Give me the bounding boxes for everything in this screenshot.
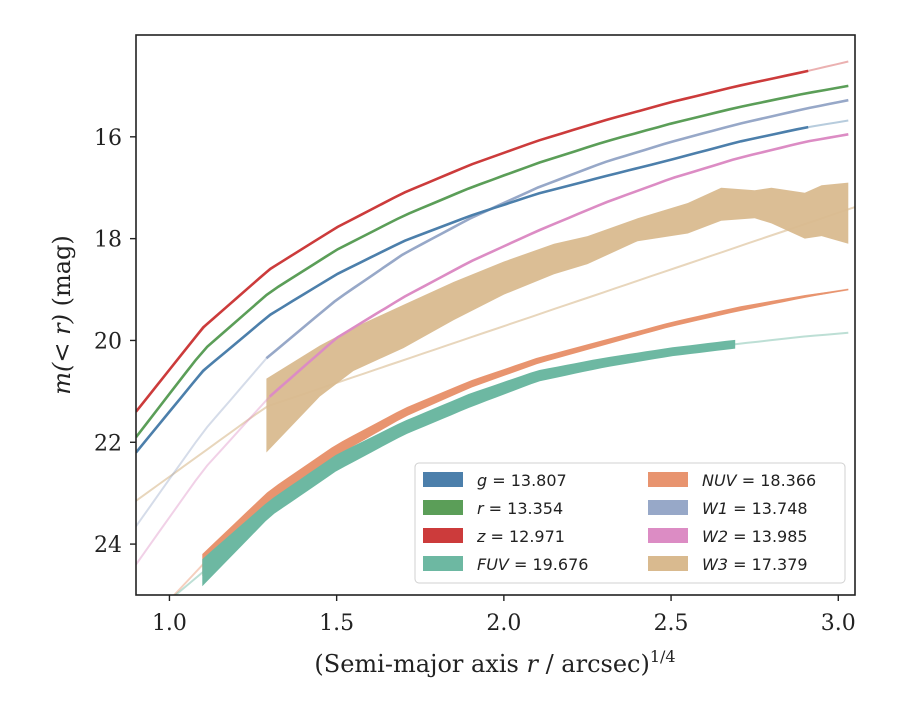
y-tick-label: 24 [94, 533, 122, 558]
series-w3-extrapolation [136, 206, 855, 502]
series-nuv [172, 288, 849, 595]
series-z-line [136, 69, 809, 413]
legend-swatch [648, 528, 688, 543]
legend-swatch [423, 528, 463, 543]
legend-box [414, 462, 846, 584]
legend-label: NUV = 18.366 [702, 471, 816, 490]
x-tick-label: 2.0 [486, 611, 521, 636]
legend-label: W2 = 13.985 [702, 527, 808, 546]
y-tick-label: 22 [94, 431, 122, 456]
legend-swatch [648, 500, 688, 515]
legend-swatch [423, 500, 463, 515]
series-w1-line [265, 98, 849, 360]
series-g-line [136, 125, 809, 454]
series-w3 [136, 182, 855, 502]
legend-swatch [648, 556, 688, 571]
plot-frame [135, 34, 856, 596]
series-w1-extrapolation [136, 99, 849, 527]
legend-swatch [423, 556, 463, 571]
legend-label: r = 13.354 [477, 499, 563, 518]
series-w1 [136, 98, 849, 527]
series-z [136, 60, 849, 413]
series-r-line [136, 84, 849, 438]
legend: g = 13.807 r = 13.354 z = 12.971 FUV = 19.6… [414, 462, 846, 584]
x-axis-title: (Semi-major axis r / arcsec)1/4 [314, 647, 675, 678]
series-z-extrapolation [136, 60, 849, 413]
x-tick-label: 3.0 [821, 611, 856, 636]
x-tick-label: 2.5 [654, 611, 689, 636]
chart-marks [136, 60, 855, 595]
legend-label: W1 = 13.748 [702, 499, 808, 518]
x-tick-label: 1.5 [319, 611, 354, 636]
y-tick-label: 18 [94, 228, 122, 253]
series-g [136, 119, 849, 454]
y-tick-label: 20 [94, 329, 122, 354]
legend-label: FUV = 19.676 [477, 555, 588, 574]
series-w2-line [268, 133, 849, 398]
series-w2 [136, 133, 849, 566]
y-tick-label: 16 [94, 126, 122, 151]
axis-ticks: 1.0 1.5 2.0 2.5 3.0 16 18 20 22 24 [94, 126, 856, 636]
series-w3-band [266, 182, 849, 453]
series-fuv-band [202, 339, 736, 587]
series-fuv [173, 331, 849, 595]
legend-label: W3 = 17.379 [702, 555, 808, 574]
legend-label: z = 12.971 [476, 527, 565, 546]
y-axis-title: m(< r) (mag) [48, 235, 76, 395]
legend-swatch [423, 472, 463, 487]
x-tick-label: 1.0 [152, 611, 187, 636]
series-r [136, 84, 849, 438]
legend-swatch [648, 472, 688, 487]
legend-label: g = 13.807 [477, 471, 567, 490]
series-nuv-band [202, 288, 849, 577]
